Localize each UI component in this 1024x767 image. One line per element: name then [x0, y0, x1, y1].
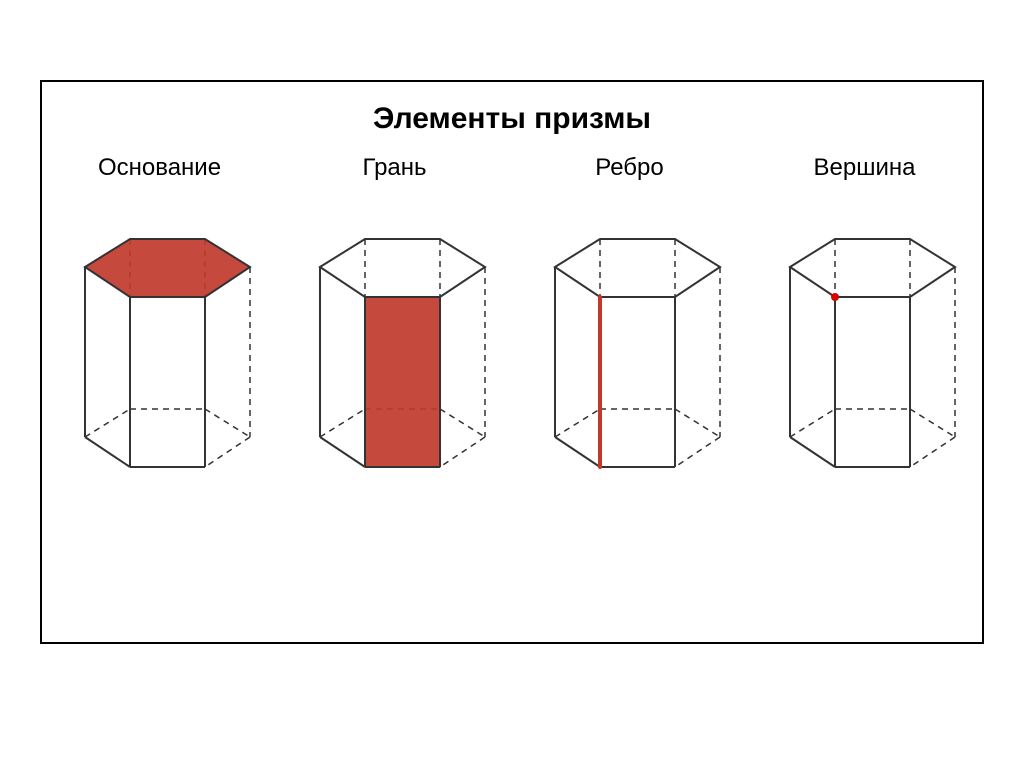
prism-base: [50, 192, 270, 502]
diagram-panel: Элементы призмы Основание Грань Ребро Ве…: [40, 80, 984, 644]
prism-vertex: [755, 192, 975, 502]
prism-edge: [520, 192, 740, 502]
label-face: Грань: [285, 154, 505, 182]
label-base: Основание: [50, 154, 270, 182]
cell-edge: Ребро: [520, 154, 740, 502]
cell-base: Основание: [50, 154, 270, 502]
prism-face: [285, 192, 505, 502]
label-edge: Ребро: [520, 154, 740, 182]
cell-vertex: Вершина: [755, 154, 975, 502]
prism-row: Основание Грань Ребро Вершина: [42, 154, 982, 502]
label-vertex: Вершина: [755, 154, 975, 182]
cell-face: Грань: [285, 154, 505, 502]
diagram-title: Элементы призмы: [42, 102, 982, 136]
